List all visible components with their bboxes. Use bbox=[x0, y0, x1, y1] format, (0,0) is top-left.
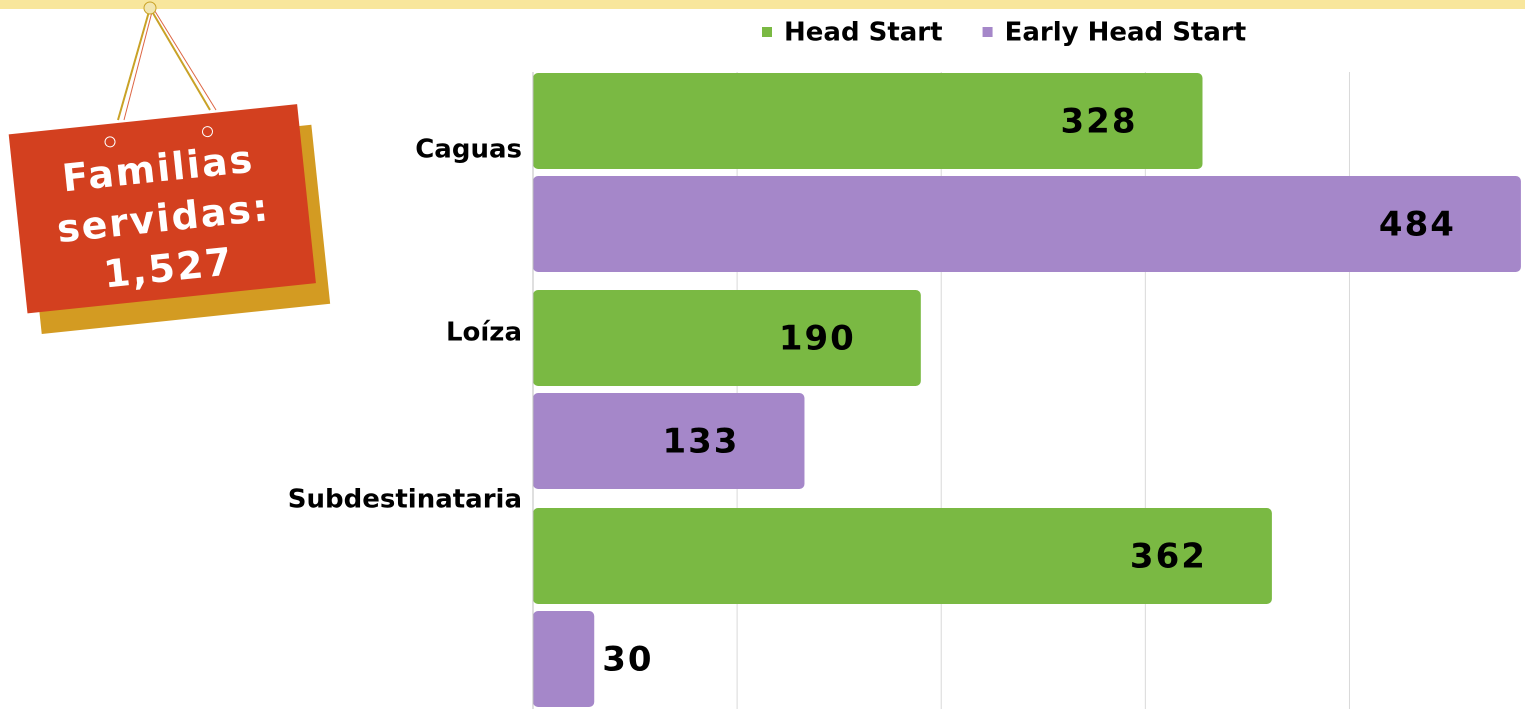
legend-swatch bbox=[762, 27, 772, 37]
bar bbox=[533, 393, 805, 489]
data-label: 328 bbox=[1061, 102, 1138, 142]
bar bbox=[533, 290, 921, 386]
data-label: 30 bbox=[602, 640, 653, 680]
data-label: 362 bbox=[1130, 537, 1207, 577]
bar bbox=[533, 73, 1203, 169]
data-label: 133 bbox=[662, 422, 739, 462]
plot-area: Head Start Early Head Start Caguas 328 484 Lo… bbox=[288, 18, 1521, 709]
bar bbox=[533, 176, 1521, 272]
bar bbox=[533, 611, 595, 707]
y-tick-label: Caguas bbox=[415, 135, 522, 165]
bar bbox=[533, 508, 1272, 604]
y-tick-label: Loíza bbox=[446, 318, 522, 348]
top-band bbox=[0, 0, 1525, 9]
legend-label: Early Head Start bbox=[1005, 18, 1247, 48]
legend-swatch bbox=[982, 27, 993, 37]
data-label: 190 bbox=[779, 319, 856, 359]
data-label: 484 bbox=[1379, 205, 1456, 245]
legend-label: Head Start bbox=[784, 18, 943, 48]
y-tick-label: Subdestinataria bbox=[288, 485, 522, 515]
